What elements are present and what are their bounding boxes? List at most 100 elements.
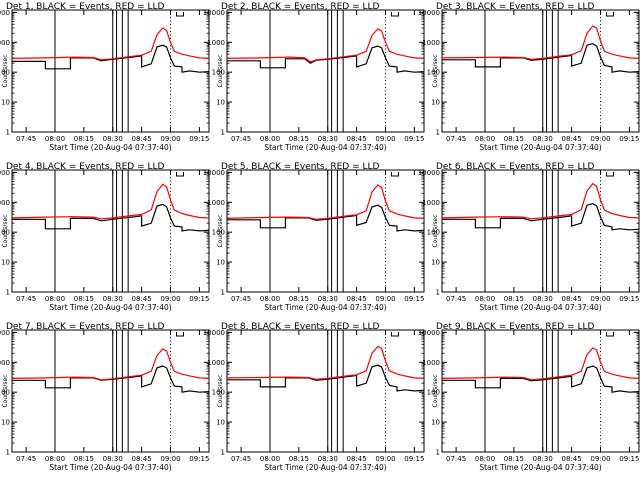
x-tick-label: 07:45 — [446, 135, 466, 143]
y-tick-label: 1000 — [422, 199, 440, 207]
x-tick-label: 08:30 — [318, 135, 338, 143]
detector-panel-5: Det 5, BLACK = Events, RED = LLD Counts/s… — [203, 162, 425, 312]
plot-frame — [226, 329, 425, 453]
panel-title: Det 1, BLACK = Events, RED = LLD — [6, 2, 165, 12]
x-tick-label: 08:30 — [533, 135, 553, 143]
panel-title: Det 3, BLACK = Events, RED = LLD — [436, 2, 595, 12]
plot-frame — [11, 329, 210, 453]
y-tick-label: 10 — [431, 99, 440, 107]
detector-panel-8: Det 8, BLACK = Events, RED = LLD Counts/s… — [203, 322, 425, 472]
attenuator-marker — [175, 12, 184, 17]
detector-panel-2: Det 2, BLACK = Events, RED = LLD Counts/s… — [203, 2, 425, 152]
x-axis-label: Start Time (20-Aug-04 07:37:40) — [49, 303, 171, 312]
x-tick-label: 07:45 — [446, 295, 466, 303]
events-series-line — [227, 204, 425, 232]
x-tick-label: 08:45 — [347, 455, 367, 463]
x-tick-label: 08:00 — [475, 135, 495, 143]
y-tick-label: 10000 — [0, 9, 10, 17]
detector-panel-4: Det 4, BLACK = Events, RED = LLD Counts/s… — [0, 162, 210, 312]
panel-title: Det 4, BLACK = Events, RED = LLD — [6, 162, 165, 172]
x-axis-label: Start Time (20-Aug-04 07:37:40) — [264, 463, 386, 472]
events-series-line — [442, 42, 640, 73]
attenuator-marker — [605, 12, 614, 17]
y-tick-label: 100 — [427, 69, 440, 77]
y-axis-label: Counts/sec — [217, 214, 224, 247]
lld-series-line — [226, 345, 425, 380]
x-tick-label: 09:15 — [619, 455, 639, 463]
y-tick-label: 1000 — [207, 199, 225, 207]
x-tick-label: 08:00 — [45, 135, 65, 143]
x-tick-label: 08:45 — [132, 295, 152, 303]
lld-series-line — [441, 347, 640, 381]
y-tick-label: 10 — [1, 419, 10, 427]
x-axis-label: Start Time (20-Aug-04 07:37:40) — [49, 143, 171, 152]
x-tick-label: 09:15 — [404, 135, 424, 143]
y-tick-label: 1000 — [422, 359, 440, 367]
attenuator-marker — [605, 332, 614, 337]
panel-title: Det 7, BLACK = Events, RED = LLD — [6, 322, 165, 332]
y-tick-label: 10000 — [203, 169, 225, 177]
detector-panel-6: Det 6, BLACK = Events, RED = LLD Counts/s… — [418, 162, 640, 312]
x-tick-label: 08:45 — [562, 135, 582, 143]
y-tick-label: 10 — [216, 99, 225, 107]
x-tick-label: 08:15 — [289, 135, 309, 143]
attenuator-marker — [390, 332, 399, 337]
plot-frame — [226, 9, 425, 133]
y-axis-label: Counts/sec — [217, 54, 224, 87]
y-tick-label: 100 — [427, 389, 440, 397]
x-tick-label: 08:15 — [504, 455, 524, 463]
x-tick-label: 08:45 — [132, 135, 152, 143]
y-tick-label: 10 — [431, 259, 440, 267]
events-series-line — [227, 45, 425, 73]
y-tick-label: 1 — [6, 289, 10, 297]
y-tick-label: 1 — [436, 289, 440, 297]
attenuator-marker — [390, 172, 399, 177]
x-tick-label: 09:00 — [590, 295, 610, 303]
events-series-line — [227, 364, 425, 392]
x-tick-label: 08:15 — [74, 455, 94, 463]
x-tick-label: 09:15 — [619, 295, 639, 303]
panel-title: Det 5, BLACK = Events, RED = LLD — [221, 162, 380, 172]
y-tick-label: 100 — [427, 229, 440, 237]
y-tick-label: 1 — [436, 449, 440, 457]
detector-panel-3: Det 3, BLACK = Events, RED = LLD Counts/s… — [418, 2, 640, 152]
panel-title: Det 9, BLACK = Events, RED = LLD — [436, 322, 595, 332]
y-tick-label: 100 — [0, 389, 10, 397]
x-axis-label: Start Time (20-Aug-04 07:37:40) — [479, 303, 601, 312]
y-tick-label: 10000 — [203, 9, 225, 17]
y-tick-label: 1000 — [207, 39, 225, 47]
x-tick-label: 09:15 — [189, 455, 209, 463]
attenuator-marker — [175, 172, 184, 177]
y-axis-label: Counts/sec — [432, 214, 439, 247]
events-series-line — [442, 365, 640, 393]
y-tick-label: 10000 — [418, 169, 440, 177]
plot-frame — [441, 9, 640, 133]
x-tick-label: 07:45 — [231, 295, 251, 303]
x-axis-label: Start Time (20-Aug-04 07:37:40) — [264, 303, 386, 312]
x-tick-label: 07:45 — [16, 135, 36, 143]
x-tick-label: 08:45 — [562, 295, 582, 303]
lld-series-line — [11, 183, 210, 220]
lld-series-line — [11, 27, 210, 61]
x-tick-label: 08:15 — [289, 295, 309, 303]
x-tick-label: 08:30 — [103, 295, 123, 303]
y-axis-label: Counts/sec — [2, 54, 9, 87]
lld-series-line — [441, 25, 640, 60]
y-tick-label: 10 — [1, 99, 10, 107]
y-tick-label: 1 — [6, 449, 10, 457]
x-tick-label: 08:00 — [45, 455, 65, 463]
x-tick-label: 08:30 — [318, 455, 338, 463]
x-tick-label: 08:15 — [74, 135, 94, 143]
y-axis-label: Counts/sec — [2, 214, 9, 247]
events-series-line — [12, 365, 210, 393]
x-tick-label: 07:45 — [16, 455, 36, 463]
y-tick-label: 10000 — [0, 169, 10, 177]
x-tick-label: 08:00 — [475, 295, 495, 303]
events-series-line — [12, 203, 210, 232]
y-tick-label: 10 — [216, 259, 225, 267]
x-tick-label: 08:15 — [504, 295, 524, 303]
plot-frame — [226, 169, 425, 293]
x-tick-label: 09:15 — [189, 295, 209, 303]
y-axis-label: Counts/sec — [432, 374, 439, 407]
